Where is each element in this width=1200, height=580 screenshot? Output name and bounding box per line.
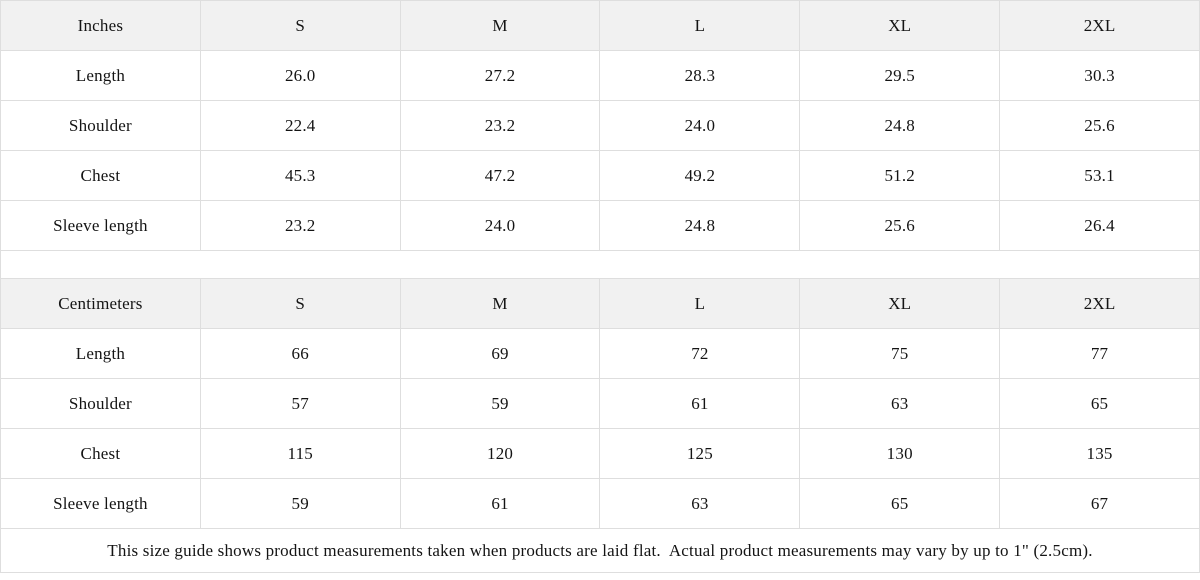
table-row: Length 26.0 27.2 28.3 29.5 30.3 — [0, 50, 1200, 101]
value-cell: 47.2 — [399, 150, 601, 201]
spacer-cell — [0, 250, 1200, 279]
value-cell: 25.6 — [999, 100, 1200, 151]
table-row: Sleeve length 59 61 63 65 67 — [0, 478, 1200, 529]
value-cell: 23.2 — [399, 100, 601, 151]
unit-header-cell: Centimeters — [0, 278, 201, 329]
value-cell: 26.4 — [999, 200, 1200, 251]
row-label-cell: Sleeve length — [0, 200, 201, 251]
table-row: Length 66 69 72 75 77 — [0, 328, 1200, 379]
centimeters-header-row: Centimeters S M L XL 2XL — [0, 278, 1200, 329]
value-cell: 120 — [399, 428, 601, 479]
size-header-cell: 2XL — [999, 278, 1200, 329]
table-row: Sleeve length 23.2 24.0 24.8 25.6 26.4 — [0, 200, 1200, 251]
row-label-cell: Chest — [0, 150, 201, 201]
value-cell: 29.5 — [799, 50, 1001, 101]
unit-header-cell: Inches — [0, 0, 201, 51]
value-cell: 63 — [599, 478, 801, 529]
value-cell: 23.2 — [199, 200, 401, 251]
value-cell: 24.8 — [599, 200, 801, 251]
table-row: Shoulder 22.4 23.2 24.0 24.8 25.6 — [0, 100, 1200, 151]
value-cell: 24.0 — [599, 100, 801, 151]
value-cell: 66 — [199, 328, 401, 379]
value-cell: 77 — [999, 328, 1200, 379]
value-cell: 69 — [399, 328, 601, 379]
value-cell: 130 — [799, 428, 1001, 479]
table-row: Chest 115 120 125 130 135 — [0, 428, 1200, 479]
size-header-cell: L — [599, 278, 801, 329]
size-header-cell: S — [199, 0, 401, 51]
value-cell: 45.3 — [199, 150, 401, 201]
value-cell: 67 — [999, 478, 1200, 529]
value-cell: 24.0 — [399, 200, 601, 251]
value-cell: 135 — [999, 428, 1200, 479]
value-cell: 27.2 — [399, 50, 601, 101]
value-cell: 61 — [599, 378, 801, 429]
value-cell: 57 — [199, 378, 401, 429]
value-cell: 49.2 — [599, 150, 801, 201]
size-header-cell: M — [399, 278, 601, 329]
value-cell: 125 — [599, 428, 801, 479]
value-cell: 22.4 — [199, 100, 401, 151]
row-label-cell: Length — [0, 50, 201, 101]
size-header-cell: XL — [799, 0, 1001, 51]
inches-header-row: Inches S M L XL 2XL — [0, 0, 1200, 51]
value-cell: 59 — [399, 378, 601, 429]
value-cell: 65 — [999, 378, 1200, 429]
row-label-cell: Shoulder — [0, 378, 201, 429]
value-cell: 28.3 — [599, 50, 801, 101]
value-cell: 25.6 — [799, 200, 1001, 251]
value-cell: 26.0 — [199, 50, 401, 101]
value-cell: 63 — [799, 378, 1001, 429]
value-cell: 51.2 — [799, 150, 1001, 201]
value-cell: 24.8 — [799, 100, 1001, 151]
size-header-cell: 2XL — [999, 0, 1200, 51]
size-header-cell: XL — [799, 278, 1001, 329]
size-header-cell: S — [199, 278, 401, 329]
spacer-row — [0, 250, 1200, 279]
footer-note: This size guide shows product measuremen… — [0, 528, 1200, 573]
value-cell: 72 — [599, 328, 801, 379]
value-cell: 30.3 — [999, 50, 1200, 101]
table-row: Shoulder 57 59 61 63 65 — [0, 378, 1200, 429]
row-label-cell: Shoulder — [0, 100, 201, 151]
size-header-cell: L — [599, 0, 801, 51]
size-header-cell: M — [399, 0, 601, 51]
value-cell: 65 — [799, 478, 1001, 529]
row-label-cell: Chest — [0, 428, 201, 479]
value-cell: 115 — [199, 428, 401, 479]
value-cell: 53.1 — [999, 150, 1200, 201]
row-label-cell: Length — [0, 328, 201, 379]
value-cell: 75 — [799, 328, 1001, 379]
row-label-cell: Sleeve length — [0, 478, 201, 529]
value-cell: 59 — [199, 478, 401, 529]
footer-row: This size guide shows product measuremen… — [0, 528, 1200, 573]
table-row: Chest 45.3 47.2 49.2 51.2 53.1 — [0, 150, 1200, 201]
value-cell: 61 — [399, 478, 601, 529]
